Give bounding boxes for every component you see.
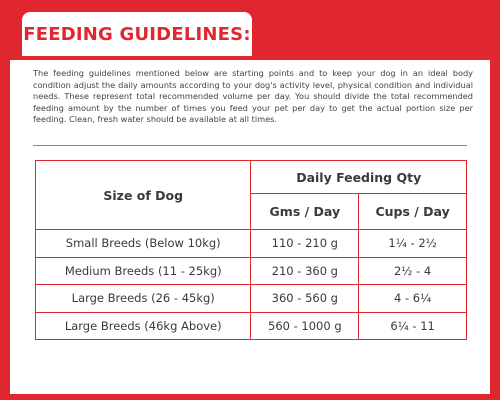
gms-cell: 110 - 210 g: [250, 229, 360, 258]
daily-header: Daily Feeding Qty: [250, 160, 467, 194]
size-cell: Small Breeds (Below 10kg): [34, 229, 252, 258]
size-cell: Large Breeds (26 - 45kg): [34, 284, 252, 313]
size-cell: Large Breeds (46kg Above): [34, 311, 252, 340]
page-title: FEEDING GUIDELINES:: [23, 23, 251, 45]
divider: [33, 145, 467, 146]
table-row: Large Breeds (26 - 45kg) 360 - 560 g 4 -…: [34, 284, 467, 313]
size-header: Size of Dog: [34, 160, 252, 230]
cups-cell: 4 - 6¼: [358, 284, 467, 313]
cups-cell: 2½ - 4: [358, 256, 467, 285]
title-tab: FEEDING GUIDELINES:: [22, 12, 252, 56]
gms-header: Gms / Day: [250, 193, 360, 230]
intro-paragraph: The feeding guidelines mentioned below a…: [33, 68, 473, 125]
feeding-table: Size of Dog Daily Feeding Qty Gms / Day …: [34, 160, 467, 340]
table-row: Medium Breeds (11 - 25kg) 210 - 360 g 2½…: [34, 256, 467, 285]
cups-cell: 6¼ - 11: [358, 311, 467, 340]
table-header-row: Size of Dog Daily Feeding Qty: [34, 160, 467, 230]
table-row: Large Breeds (46kg Above) 560 - 1000 g 6…: [34, 311, 467, 340]
gms-cell: 560 - 1000 g: [250, 311, 360, 340]
gms-cell: 360 - 560 g: [250, 284, 360, 313]
cups-cell: 1¼ - 2½: [358, 229, 467, 258]
table-row: Small Breeds (Below 10kg) 110 - 210 g 1¼…: [34, 229, 467, 258]
table-subheader-row: Gms / Day Cups / Day: [36, 193, 467, 230]
size-cell: Medium Breeds (11 - 25kg): [34, 256, 252, 285]
cups-header: Cups / Day: [358, 193, 467, 230]
gms-cell: 210 - 360 g: [250, 256, 360, 285]
